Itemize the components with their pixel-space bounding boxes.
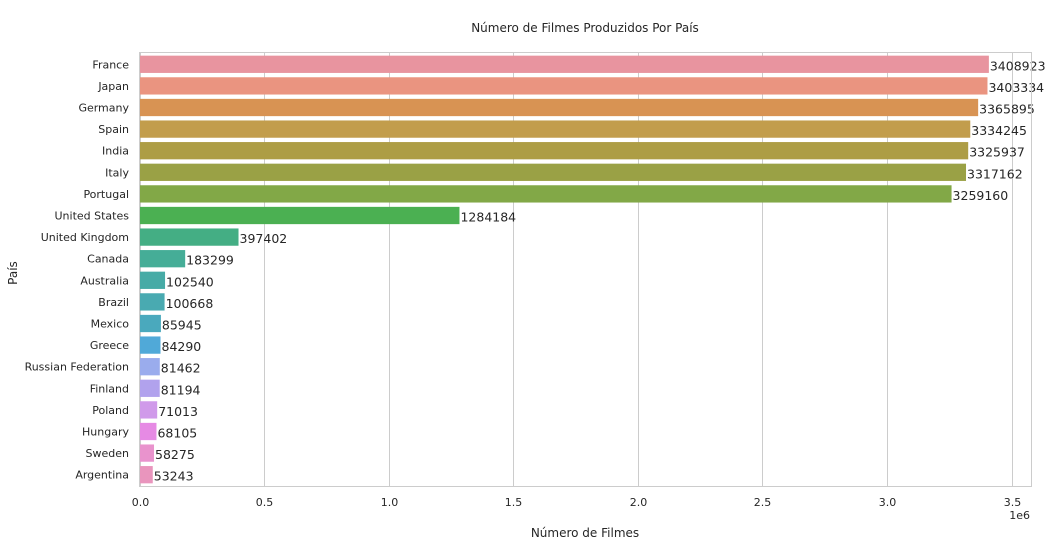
grid-lines: [140, 52, 1013, 487]
category-label: Portugal: [83, 188, 129, 201]
category-labels: France Japan Germany Spain India Italy Portuga…: [25, 58, 130, 481]
category-label: Argentina: [75, 469, 129, 482]
bar: [140, 98, 979, 117]
x-tick-label: 2.5: [754, 496, 772, 509]
category-label: Russian Federation: [25, 361, 129, 374]
x-axis-label: Número de Filmes: [531, 526, 639, 540]
category-label: United Kingdom: [41, 231, 129, 244]
bar: [140, 163, 967, 181]
data-label: 3259160: [953, 188, 1009, 203]
data-label: 102540: [166, 274, 214, 289]
bar: [140, 314, 161, 333]
bar: [140, 293, 165, 311]
data-label: 183299: [186, 253, 234, 268]
category-label: Brazil: [98, 296, 129, 309]
x-tick-label: 1.0: [381, 496, 399, 509]
x-tick-label: 2.0: [630, 496, 648, 509]
x-tick-label: 1.5: [505, 496, 523, 509]
x-tick-label: 3.0: [879, 496, 897, 509]
data-label: 3403334: [988, 80, 1044, 95]
bar: [140, 228, 239, 246]
x-offset-label: 1e6: [1009, 509, 1030, 522]
bar: [140, 401, 158, 419]
data-label: 85945: [162, 318, 202, 333]
category-label: Poland: [92, 404, 129, 417]
bar: [140, 444, 155, 462]
category-label: India: [102, 145, 129, 158]
data-label: 3317162: [967, 166, 1023, 181]
data-label: 397402: [240, 231, 288, 246]
bar: [140, 358, 160, 376]
bar: [140, 77, 988, 95]
category-label: Sweden: [86, 447, 129, 460]
data-label: 3408923: [990, 58, 1046, 73]
bar: [140, 271, 166, 289]
x-tick-label: 3.5: [1004, 496, 1022, 509]
category-label: Greece: [90, 339, 129, 352]
data-labels: 3408923 3403334 3365895 3334245 3325937 33171…: [154, 58, 1046, 483]
bar: [140, 206, 460, 225]
bar: [140, 185, 952, 203]
bar: [140, 250, 186, 268]
category-label: United States: [55, 210, 130, 223]
bar: [140, 120, 971, 138]
data-label: 81462: [161, 361, 201, 376]
data-label: 81194: [161, 382, 201, 397]
data-label: 53243: [154, 469, 194, 484]
x-tick-label: 0.0: [132, 496, 150, 509]
category-label: Canada: [87, 253, 129, 266]
bar: [140, 336, 161, 354]
data-label: 3334245: [971, 123, 1027, 138]
data-label: 1284184: [460, 210, 516, 225]
bar: [140, 379, 160, 397]
data-label: 58275: [155, 447, 195, 462]
category-label: Germany: [78, 102, 129, 115]
bars: [140, 55, 989, 484]
category-label: Australia: [80, 274, 129, 287]
data-label: 68105: [157, 426, 197, 441]
chart-title: Número de Filmes Produzidos Por País: [471, 21, 699, 35]
bar: [140, 422, 157, 441]
data-label: 71013: [158, 404, 198, 419]
bar: [140, 466, 153, 484]
x-tick-labels: 0.0 0.5 1.0 1.5 2.0 2.5 3.0 3.5: [132, 496, 1022, 509]
x-tick-label: 0.5: [256, 496, 274, 509]
data-label: 3325937: [969, 145, 1025, 160]
category-label: Italy: [105, 166, 129, 179]
category-label: Spain: [98, 123, 129, 136]
data-label: 3365895: [979, 102, 1035, 117]
category-label: France: [92, 58, 129, 71]
bar: [140, 142, 969, 160]
y-axis-label: País: [6, 261, 20, 285]
plot-frame: [139, 52, 1032, 487]
category-label: Mexico: [91, 318, 130, 331]
data-label: 100668: [166, 296, 214, 311]
bar: [140, 55, 989, 73]
category-label: Hungary: [82, 426, 129, 439]
data-label: 84290: [162, 339, 202, 354]
category-label: Finland: [90, 382, 129, 395]
category-label: Japan: [97, 80, 129, 93]
